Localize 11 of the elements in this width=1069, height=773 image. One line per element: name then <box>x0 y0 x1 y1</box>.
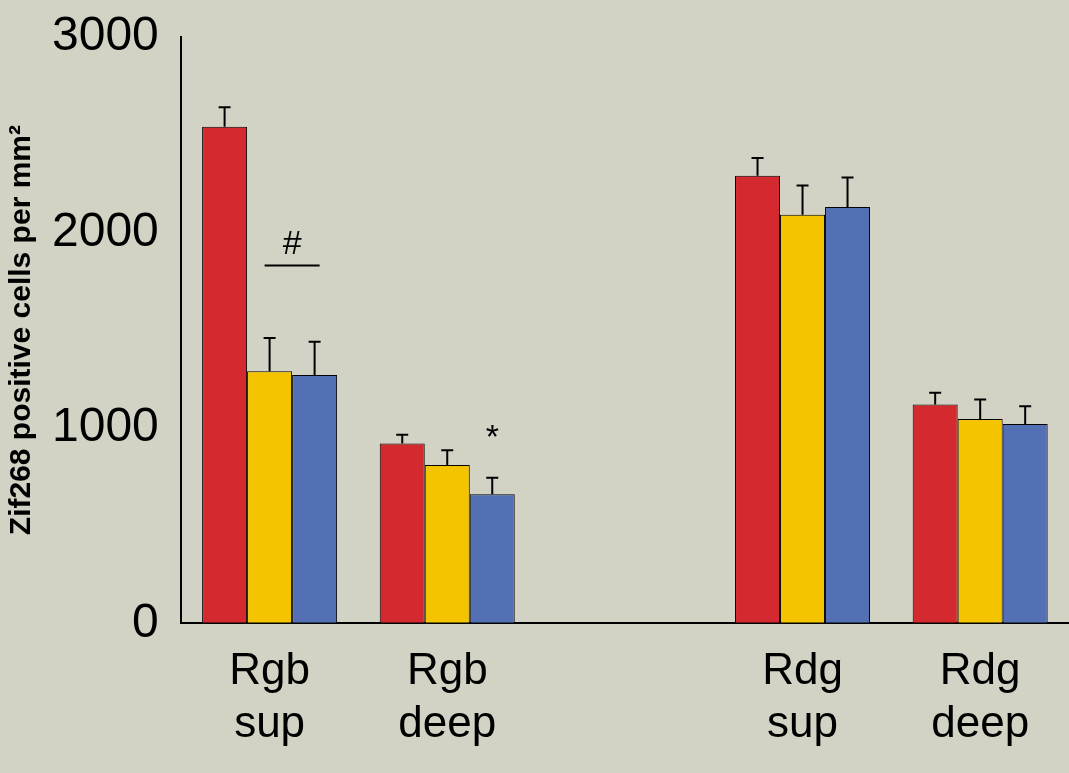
annotation: # <box>282 222 302 261</box>
annotation: * <box>485 416 499 455</box>
x-tick-label: Rgb deep <box>398 643 497 746</box>
y-axis-title: Zif268 positive cells per mm² <box>3 125 37 536</box>
y-tick-label: 3000 <box>52 7 159 61</box>
y-tick-label: 2000 <box>52 202 159 256</box>
x-tick-label: Rdg sup <box>762 643 843 746</box>
x-tick-label: Rdg deep <box>931 643 1030 746</box>
x-tick-label: Rgb sup <box>229 643 310 746</box>
y-tick-label: 1000 <box>52 398 159 452</box>
y-tick-label: 0 <box>132 593 159 647</box>
